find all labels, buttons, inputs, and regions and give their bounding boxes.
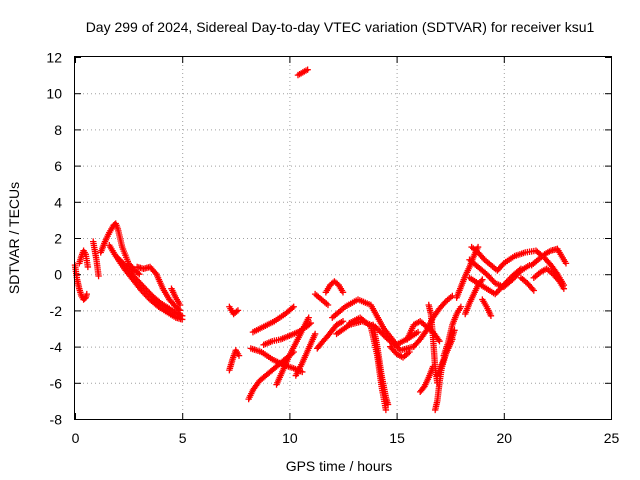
data-point: [380, 331, 387, 339]
x-tick-label: 10: [282, 430, 298, 446]
data-point: [530, 287, 538, 294]
data-point: [535, 249, 543, 257]
series-arc-13: [249, 303, 297, 336]
series-arc-24: [369, 321, 392, 408]
data-point: [516, 266, 523, 274]
grid: [75, 57, 611, 419]
series-arc-4: [97, 220, 143, 278]
data-point: [290, 303, 297, 310]
y-tick-label: 8: [54, 122, 62, 138]
y-tick-label: -2: [50, 303, 63, 319]
data-point: [339, 318, 347, 325]
data-point: [136, 271, 143, 278]
series-arc-17: [294, 66, 311, 79]
x-tick-label: 20: [497, 430, 513, 446]
data-point: [479, 276, 486, 283]
data-point: [176, 307, 184, 314]
tick-labels: 0 5 10 15 20 25 -8 -6 -4 -2 0 2 4 6 8 10 12: [46, 50, 619, 447]
data-point: [289, 304, 296, 312]
series-arc-37: [466, 265, 525, 298]
series-arc-35: [468, 243, 544, 274]
data-point: [377, 329, 385, 336]
series-arc-6: [114, 254, 186, 320]
series-arc-9: [226, 303, 242, 318]
data-point: [234, 307, 242, 314]
series-arc-2: [76, 247, 92, 271]
series-arc-10: [226, 347, 243, 374]
data-point: [374, 326, 382, 333]
data-point: [414, 328, 422, 336]
series-arc-18: [314, 318, 347, 352]
series-arc-40: [528, 245, 570, 269]
series-arc-38: [479, 296, 495, 320]
series-arc-42: [541, 254, 568, 289]
y-tick-label: 12: [46, 50, 62, 66]
series-arc-32: [440, 303, 465, 359]
data-point: [311, 330, 319, 338]
series-arc-25: [386, 343, 413, 361]
y-tick-label: 0: [54, 267, 62, 283]
y-tick-label: -4: [50, 339, 63, 355]
data-point: [83, 290, 90, 298]
y-axis-title: SDTVAR / TECUs: [6, 182, 22, 294]
data-point: [560, 281, 568, 289]
y-tick-label: 10: [46, 86, 62, 102]
y-tick-label: 6: [54, 158, 62, 174]
data-point: [304, 66, 311, 73]
data-point: [151, 269, 159, 276]
data-point: [436, 337, 443, 345]
series-arc-39: [517, 274, 538, 294]
data-point: [175, 305, 182, 313]
series-arc-20: [322, 278, 347, 296]
data-point: [457, 303, 465, 310]
chart-title: Day 299 of 2024, Sidereal Day-to-day VTE…: [86, 19, 595, 35]
data-point: [84, 263, 92, 271]
series-arc-16: [292, 330, 319, 379]
data-point: [517, 265, 525, 272]
data-point: [95, 272, 102, 280]
y-tick-label: -8: [50, 412, 63, 428]
x-tick-label: 25: [604, 430, 620, 446]
data-point: [381, 333, 389, 340]
x-axis-title: GPS time / hours: [286, 458, 393, 474]
data-point: [474, 243, 482, 251]
data-point: [406, 348, 413, 356]
plot-frame: [74, 56, 612, 420]
data-point: [382, 406, 390, 414]
series-arc-34: [462, 276, 486, 318]
x-tick-label: 15: [389, 430, 405, 446]
data-point: [487, 312, 495, 320]
data-point: [305, 314, 312, 321]
x-tick-label: 0: [72, 430, 80, 446]
data-point: [176, 301, 184, 309]
y-tick-label: 2: [54, 231, 62, 247]
series-arc-15: [273, 314, 312, 388]
series-arc-19: [311, 290, 332, 309]
y-tick-label: 4: [54, 194, 62, 210]
series-arc-8: [168, 285, 184, 309]
y-tick-label: -6: [50, 375, 63, 391]
series-arc-7: [133, 263, 184, 314]
data-point: [233, 308, 240, 315]
data-point: [441, 299, 448, 306]
data-point: [384, 401, 392, 408]
data-point: [134, 269, 142, 277]
data-point: [235, 352, 243, 359]
data-point: [179, 312, 186, 320]
data-point: [562, 260, 570, 267]
data-point: [339, 289, 347, 296]
x-tick-label: 5: [179, 430, 187, 446]
data-point: [480, 255, 487, 262]
data-points: [71, 66, 570, 414]
series-arc-28: [416, 363, 437, 396]
data-point: [379, 330, 386, 337]
series-arc-3: [90, 238, 102, 280]
data-point: [324, 301, 332, 309]
series-arc-27: [410, 292, 456, 350]
data-point: [529, 285, 536, 293]
